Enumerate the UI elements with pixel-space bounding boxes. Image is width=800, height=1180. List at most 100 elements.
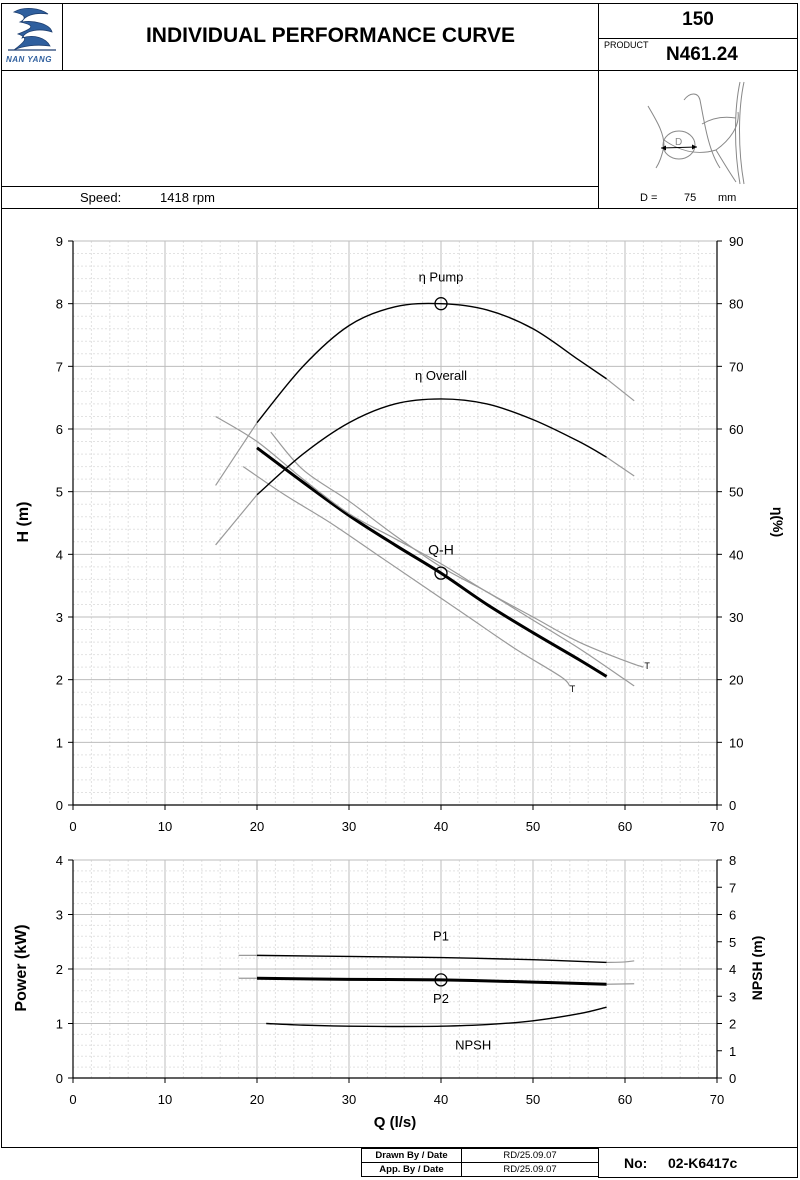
speed-value: 1418 rpm (160, 190, 215, 205)
product-code: N461.24 (666, 44, 738, 65)
drawn-by-label: Drawn By / Date (361, 1148, 462, 1163)
power-annotation-label: P2 (433, 991, 449, 1006)
hq-y-tick-label: 7 (56, 359, 63, 374)
hq-annotation-label: Q-H (428, 541, 454, 557)
impeller-label: D = (640, 192, 658, 204)
hq-x-tick-label: 60 (618, 819, 632, 834)
doc-number-label: No: (624, 1155, 648, 1171)
hq-limit-curve-6 (606, 378, 635, 402)
power-series-p2 (256, 976, 607, 986)
hq-y2-tick-label: 50 (729, 485, 743, 500)
hq-y-tick-label: 4 (56, 547, 63, 562)
power-axis-title: Power (kW) (13, 924, 30, 1012)
power-limit-curve-5 (606, 983, 635, 985)
power-y2-tick-label: 4 (729, 962, 736, 977)
power-series-p1 (256, 954, 607, 964)
hq-x-tick-label: 40 (434, 819, 448, 834)
hq-y2-tick-label: 90 (729, 234, 743, 249)
hq-series-q-h (256, 446, 608, 678)
power-y2-tick-label: 2 (729, 1017, 736, 1032)
hq-limit-curve-2 (242, 466, 571, 687)
brand-name: NAN YANG (6, 55, 52, 64)
power-x-tick-label: 30 (342, 1092, 356, 1107)
hq-y-tick-label: 9 (56, 234, 63, 249)
power-y2-tick-label: 8 (729, 853, 736, 868)
hq-y-tick-label: 0 (56, 798, 63, 813)
hq-y2-tick-label: 80 (729, 297, 743, 312)
power-y2-tick-label: 5 (729, 935, 736, 950)
power-y-tick-label: 3 (56, 908, 63, 923)
hq-y-tick-label: 6 (56, 422, 63, 437)
product-label: PRODUCT (604, 40, 649, 50)
hq-annotation-label: η Pump (419, 270, 464, 285)
hq-y2-tick-label: 20 (729, 673, 743, 688)
hq-x-tick-label: 70 (710, 819, 724, 834)
hq-series--pump (256, 302, 607, 424)
hq-y2-tick-label: 70 (729, 359, 743, 374)
hq-y2-tick-label: 60 (729, 422, 743, 437)
power-y-tick-label: 0 (56, 1071, 63, 1086)
approved-by-value: RD/25.09.07 (461, 1162, 599, 1177)
hq-y-tick-label: 3 (56, 610, 63, 625)
hq-x-tick-label: 20 (250, 819, 264, 834)
speed-label: Speed: (80, 190, 122, 205)
power-x-tick-label: 20 (250, 1092, 264, 1107)
power-y2-tick-label: 1 (729, 1044, 736, 1059)
power-y-tick-label: 1 (56, 1017, 63, 1032)
chart-frame (1, 208, 798, 1148)
hq-annotation-label: T (570, 684, 576, 694)
hq-y2-tick-label: 0 (729, 798, 736, 813)
power-y2-tick-label: 0 (729, 1071, 736, 1086)
hq-x-tick-label: 30 (342, 819, 356, 834)
power-y-tick-label: 4 (56, 853, 63, 868)
hq-y2-tick-label: 30 (729, 610, 743, 625)
power-y-tick-label: 2 (56, 962, 63, 977)
power-annotation-label: NPSH (455, 1038, 491, 1053)
power-duty-point-marker (434, 973, 448, 987)
npsh-axis-title: NPSH (m) (749, 935, 765, 1001)
hq-x-tick-label: 0 (69, 819, 76, 834)
hq-y2-tick-label: 40 (729, 547, 743, 562)
doc-number-value: 02-K6417c (668, 1155, 738, 1171)
power-x-tick-label: 70 (710, 1092, 724, 1107)
power-x-tick-label: 50 (526, 1092, 540, 1107)
hq-x-tick-label: 10 (158, 819, 172, 834)
drawn-by-value: RD/25.09.07 (461, 1148, 599, 1163)
power-limit-curve-2 (606, 960, 635, 964)
power-x-tick-label: 60 (618, 1092, 632, 1107)
hq-limit-curve-8 (215, 494, 258, 546)
power-series-npsh (266, 1006, 607, 1028)
hq-annotation-label: T (644, 661, 650, 671)
hq-limit-curve-5 (215, 422, 258, 486)
h-axis-title: H (m) (15, 501, 32, 543)
power-x-tick-label: 40 (434, 1092, 448, 1107)
hq-duty-point-marker (434, 297, 448, 311)
hq-y-tick-label: 1 (56, 735, 63, 750)
power-y2-tick-label: 7 (729, 880, 736, 895)
power-x-tick-label: 0 (69, 1092, 76, 1107)
hq-limit-curve-9 (606, 456, 635, 477)
hq-y-tick-label: 5 (56, 485, 63, 500)
power-y2-tick-label: 6 (729, 908, 736, 923)
hq-duty-point-marker (434, 566, 448, 580)
page-title: INDIVIDUAL PERFORMANCE CURVE (145, 24, 516, 47)
power-y2-tick-label: 3 (729, 989, 736, 1004)
power-annotation-label: P1 (433, 929, 449, 944)
approved-by-label: App. By / Date (361, 1162, 462, 1177)
hq-annotation-label: η Overall (415, 368, 467, 383)
power-x-tick-label: 10 (158, 1092, 172, 1107)
hq-y2-tick-label: 10 (729, 735, 743, 750)
hq-limit-curve-3 (270, 431, 635, 687)
hq-y-tick-label: 8 (56, 297, 63, 312)
impeller-unit: mm (718, 192, 737, 204)
model-number: 150 (682, 9, 714, 30)
hq-y-tick-label: 2 (56, 673, 63, 688)
doc-number-box (598, 1147, 798, 1178)
impeller-d-symbol: D (675, 137, 683, 148)
hq-series--overall (256, 398, 607, 496)
hq-limit-curve-1 (215, 415, 644, 668)
hq-x-tick-label: 50 (526, 819, 540, 834)
q-axis-title: Q (l/s) (373, 1114, 417, 1131)
eta-axis-title: η(%) (770, 506, 786, 538)
